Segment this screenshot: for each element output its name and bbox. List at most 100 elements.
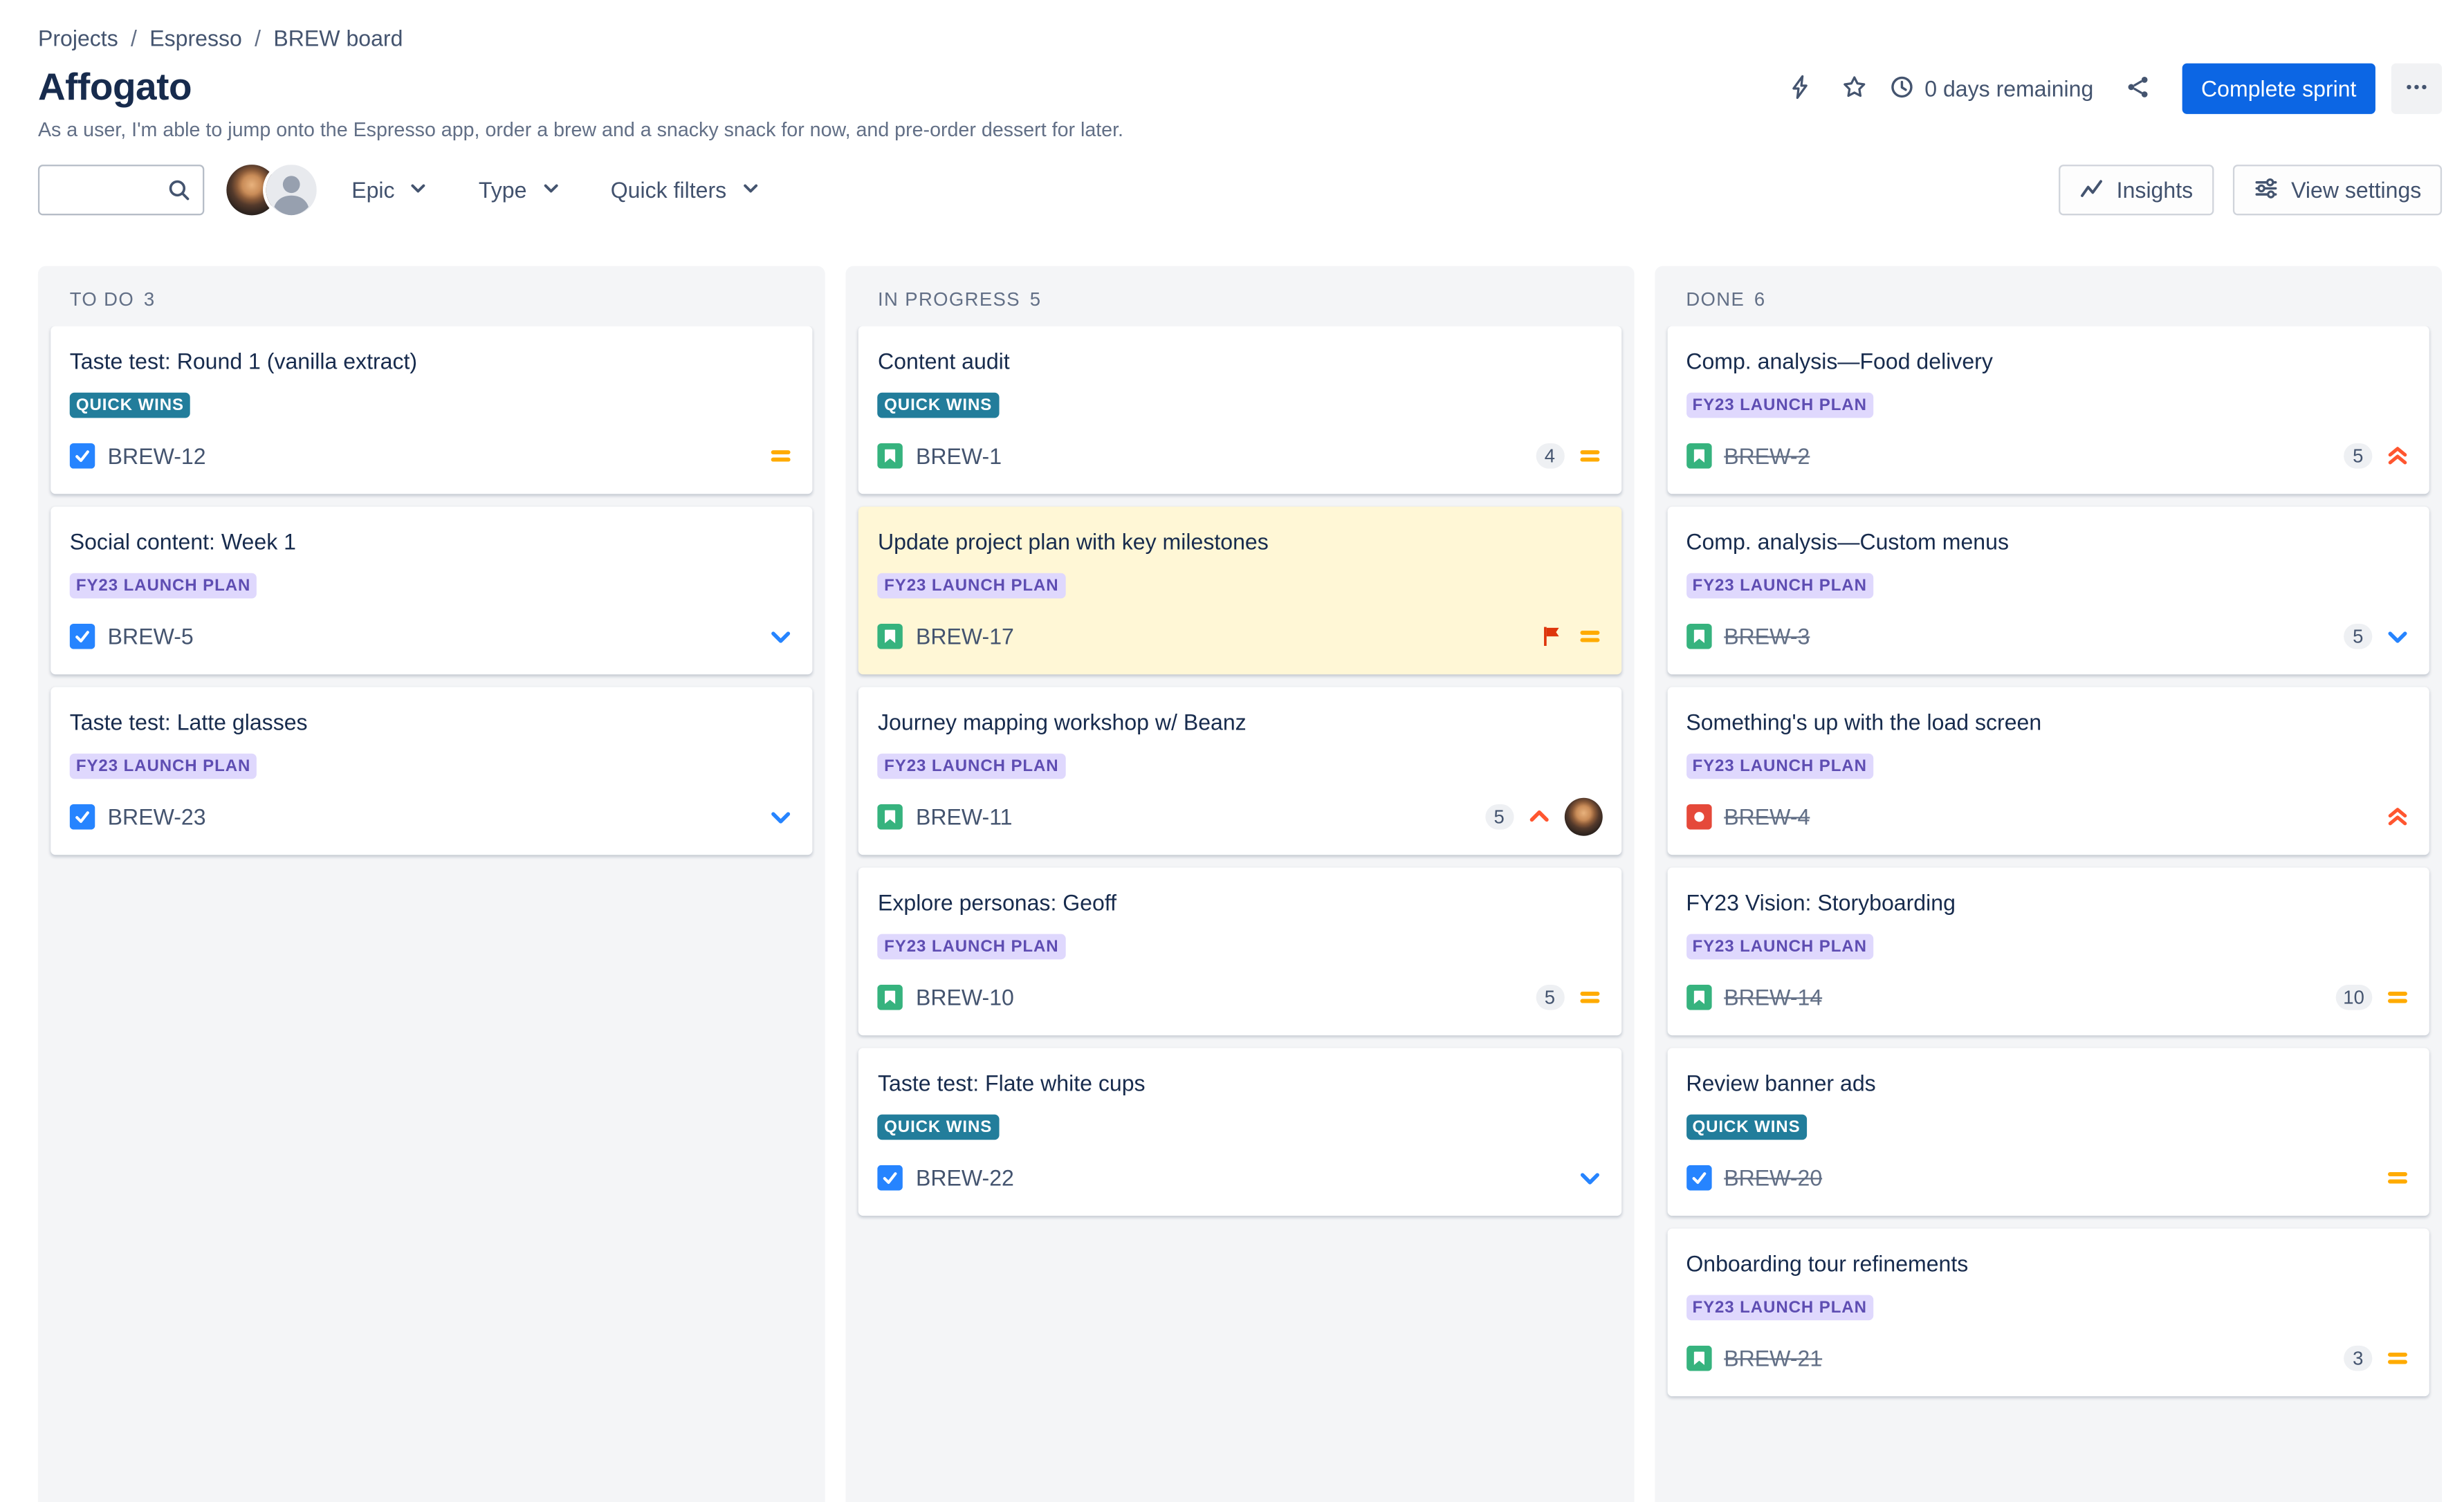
board-card[interactable]: Comp. analysis—Food delivery FY23 LAUNCH … xyxy=(1666,326,2429,494)
insights-button[interactable]: Insights xyxy=(2057,165,2214,216)
bug-icon xyxy=(1686,804,1711,830)
column-header: TO DO 3 xyxy=(38,266,826,326)
board-card[interactable]: Something's up with the load screen FY23 … xyxy=(1666,687,2429,855)
card-footer-right: 10 xyxy=(2335,984,2410,1010)
priority-highest-icon xyxy=(2385,804,2411,830)
issue-key: BREW-14 xyxy=(1724,984,1823,1010)
priority-medium-icon xyxy=(1576,443,1602,469)
column-name: IN PROGRESS xyxy=(878,288,1020,310)
card-footer-left: BREW-1 xyxy=(878,443,1002,469)
chevron-down-icon xyxy=(406,175,432,205)
card-title: Taste test: Flate white cups xyxy=(878,1070,1146,1096)
board-card[interactable]: Journey mapping workshop w/ Beanz FY23 LA… xyxy=(858,687,1621,855)
ellipsis-icon xyxy=(2404,73,2429,103)
view-settings-button[interactable]: View settings xyxy=(2232,165,2443,216)
card-footer-left: BREW-11 xyxy=(878,804,1013,830)
board-card[interactable]: Taste test: Latte glasses FY23 LAUNCH PLA… xyxy=(50,687,813,855)
card-footer-left: BREW-2 xyxy=(1686,443,1810,469)
card-footer-right: 5 xyxy=(2344,443,2410,469)
chevron-down-icon xyxy=(537,175,563,205)
card-footer-left: BREW-23 xyxy=(69,804,206,830)
issue-key: BREW-5 xyxy=(107,623,194,649)
column-count: 5 xyxy=(1029,288,1042,310)
issue-key: BREW-4 xyxy=(1724,804,1810,830)
type-filter-dropdown[interactable]: Type xyxy=(466,165,576,215)
card-footer: BREW-23 xyxy=(69,798,794,836)
more-actions-button[interactable] xyxy=(2391,63,2443,114)
column-cards: Taste test: Round 1 (vanilla extract) QUI… xyxy=(38,326,826,868)
search-input[interactable] xyxy=(37,165,205,216)
card-footer-left: BREW-20 xyxy=(1686,1165,1822,1191)
epic-filter-dropdown[interactable]: Epic xyxy=(339,165,444,215)
card-footer-right: 4 xyxy=(1535,443,1602,469)
card-title: Review banner ads xyxy=(1686,1070,1876,1096)
card-footer-right xyxy=(1538,624,1602,649)
board-card[interactable]: Social content: Week 1 FY23 LAUNCH PLAN BR… xyxy=(50,506,813,675)
estimate-badge: 4 xyxy=(1535,443,1565,469)
column-header: DONE 6 xyxy=(1655,266,2443,326)
card-footer-left: BREW-12 xyxy=(69,443,206,469)
card-footer-right xyxy=(769,804,794,830)
priority-highest-icon xyxy=(2385,443,2411,469)
quick-filters-dropdown[interactable]: Quick filters xyxy=(598,165,775,215)
card-title: Taste test: Round 1 (vanilla extract) xyxy=(69,348,418,374)
card-footer-right xyxy=(1576,1165,1602,1191)
card-title: FY23 Vision: Storyboarding xyxy=(1686,889,1956,916)
story-icon xyxy=(878,984,903,1010)
share-button[interactable] xyxy=(2113,64,2163,114)
priority-low-icon xyxy=(2385,624,2411,649)
breadcrumb-projects[interactable]: Projects xyxy=(37,25,118,51)
card-footer: BREW-14 10 xyxy=(1686,979,2410,1017)
board-card[interactable]: Comp. analysis—Custom menus FY23 LAUNCH P… xyxy=(1666,506,2429,675)
card-title: Comp. analysis—Custom menus xyxy=(1686,528,2010,555)
sprint-time-remaining: 0 days remaining xyxy=(1890,73,2093,103)
avatar-user-generic[interactable] xyxy=(266,165,317,216)
board-card[interactable]: Content audit QUICK WINS BREW-1 4 xyxy=(858,326,1621,494)
card-footer-right: 5 xyxy=(1535,984,1602,1010)
card-footer: BREW-4 xyxy=(1686,798,2410,836)
board-card[interactable]: Taste test: Flate white cups QUICK WINS BR… xyxy=(858,1048,1621,1216)
epic-badge: FY23 LAUNCH PLAN xyxy=(69,573,257,599)
epic-badge: QUICK WINS xyxy=(878,392,999,418)
estimate-badge: 10 xyxy=(2335,984,2373,1010)
board: TO DO 3 Taste test: Round 1 (vanilla extra… xyxy=(0,266,2464,1502)
lightning-icon xyxy=(1788,73,1814,103)
title-row: Affogato 0 days remaining Complete sprin… xyxy=(38,60,2443,117)
priority-medium-icon xyxy=(1576,624,1602,649)
board-card[interactable]: Explore personas: Geoff FY23 LAUNCH PLAN B… xyxy=(858,867,1621,1036)
column-name: DONE xyxy=(1686,288,1745,310)
card-footer-right xyxy=(2385,1165,2411,1191)
automation-button[interactable] xyxy=(1776,64,1826,114)
task-icon xyxy=(1686,1165,1711,1191)
story-icon xyxy=(1686,1345,1711,1371)
search-box xyxy=(37,165,205,216)
board-card[interactable]: Update project plan with key milestones F… xyxy=(858,506,1621,675)
breadcrumb: Projects / Espresso / BREW board xyxy=(38,22,2442,54)
story-icon xyxy=(1686,984,1711,1010)
breadcrumb-brew-board[interactable]: BREW board xyxy=(273,25,403,51)
board-card[interactable]: Taste test: Round 1 (vanilla extract) QUI… xyxy=(50,326,813,494)
epic-badge: FY23 LAUNCH PLAN xyxy=(878,934,1065,960)
epic-row: FY23 LAUNCH PLAN xyxy=(1686,389,2410,418)
assignee-avatars xyxy=(226,165,317,216)
epic-row: FY23 LAUNCH PLAN xyxy=(1686,931,2410,960)
share-icon xyxy=(2125,73,2151,103)
board-header: Projects / Espresso / BREW board Affogat… xyxy=(0,0,2464,217)
board-card[interactable]: Review banner ads QUICK WINS BREW-20 xyxy=(1666,1048,2429,1216)
card-footer: BREW-3 5 xyxy=(1686,618,2410,656)
issue-key: BREW-10 xyxy=(915,984,1014,1010)
issue-key: BREW-21 xyxy=(1724,1345,1823,1371)
board-card[interactable]: Onboarding tour refinements FY23 LAUNCH P… xyxy=(1666,1228,2429,1397)
epic-badge: QUICK WINS xyxy=(878,1114,999,1140)
epic-badge: FY23 LAUNCH PLAN xyxy=(69,753,257,779)
complete-sprint-button[interactable]: Complete sprint xyxy=(2182,63,2375,114)
issue-key: BREW-1 xyxy=(915,443,1002,469)
star-button[interactable] xyxy=(1830,64,1880,114)
story-icon xyxy=(878,804,903,830)
board-card[interactable]: FY23 Vision: Storyboarding FY23 LAUNCH PL… xyxy=(1666,867,2429,1036)
task-icon xyxy=(878,1165,903,1191)
issue-key: BREW-3 xyxy=(1724,623,1810,649)
task-icon xyxy=(69,804,95,830)
breadcrumb-espresso[interactable]: Espresso xyxy=(149,25,242,51)
